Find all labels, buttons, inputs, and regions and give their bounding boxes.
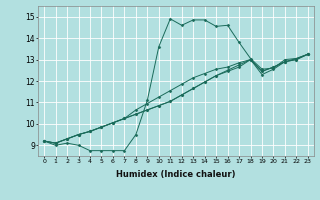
X-axis label: Humidex (Indice chaleur): Humidex (Indice chaleur) (116, 170, 236, 179)
